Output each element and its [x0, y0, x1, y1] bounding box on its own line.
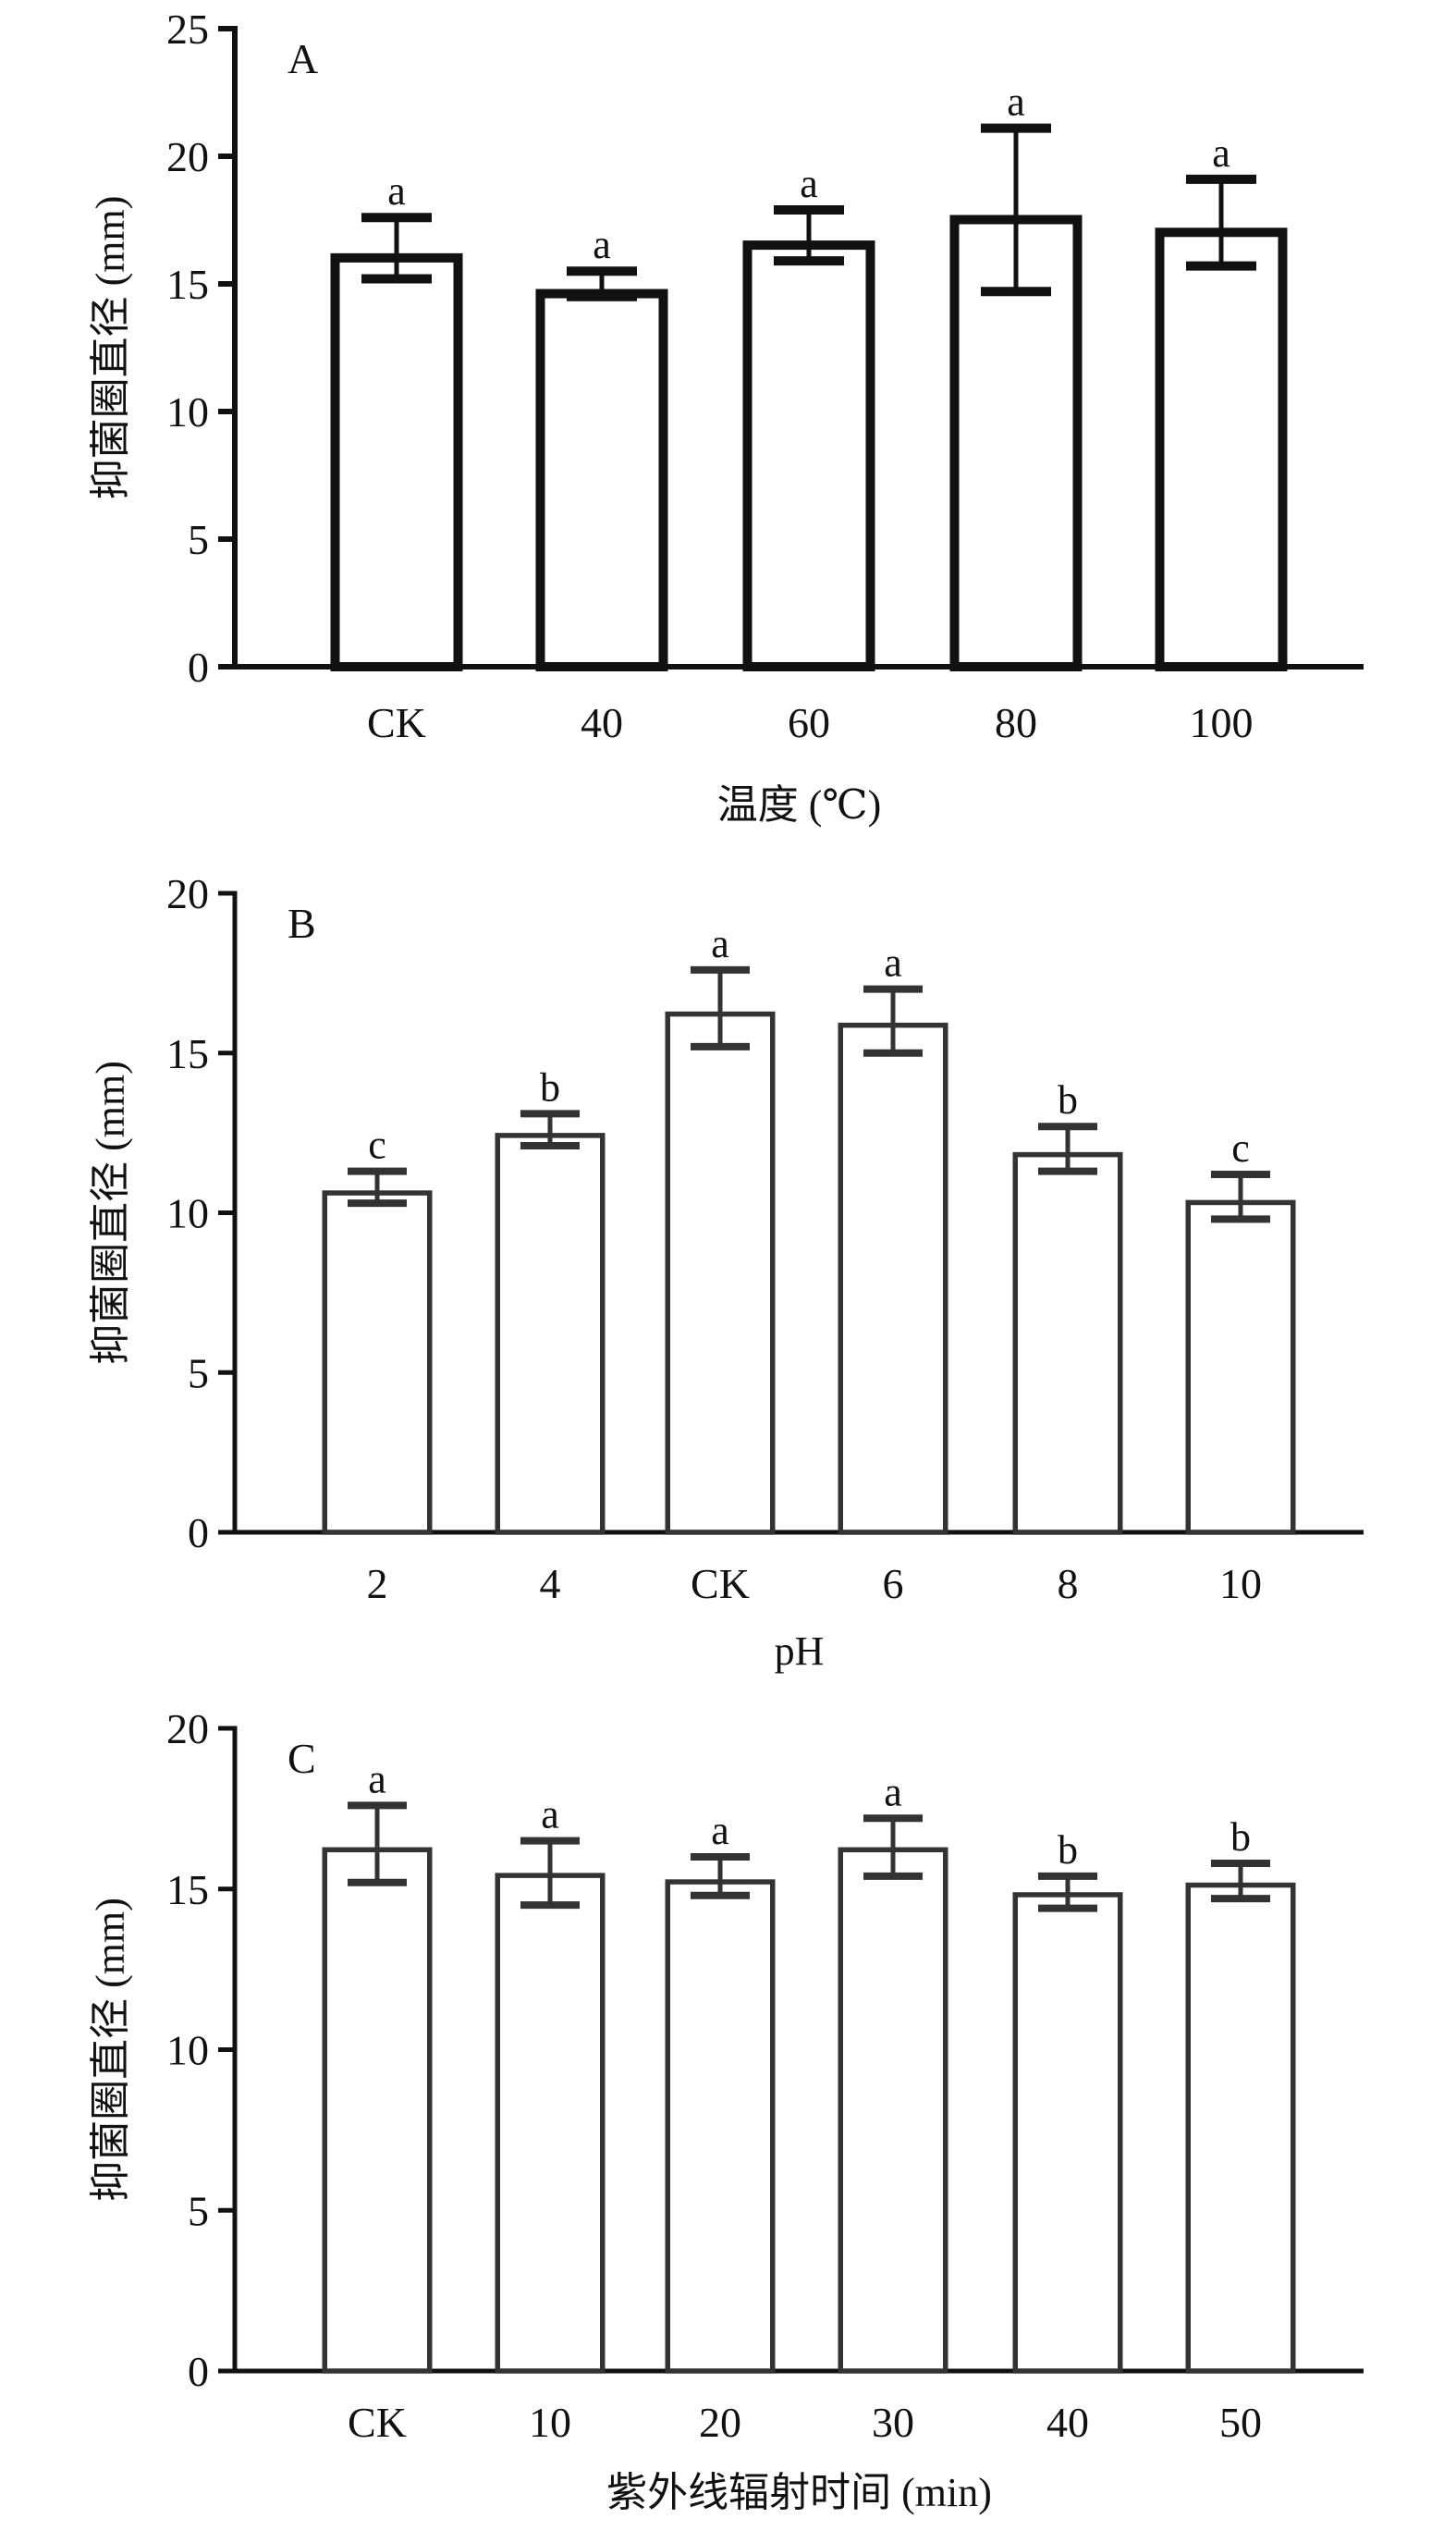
y-tick-label: 15 — [166, 261, 209, 308]
panel-b: 0 5 10 15 20 B 抑菌圈直径 (mm) pH c 2 b 4 a CK a 6 b 8 c 10 — [88, 870, 1364, 1674]
y-tick-label: 25 — [166, 6, 209, 53]
y-tick-label: 0 — [188, 1509, 209, 1556]
bar — [1185, 1882, 1296, 2374]
x-tick-label: 60 — [788, 699, 830, 746]
significance-label: b — [1230, 1814, 1251, 1860]
significance-label: a — [1212, 130, 1230, 176]
y-axis-label: 抑菌圈直径 (mm) — [88, 1898, 133, 2202]
x-tick-label: 2 — [367, 1560, 388, 1607]
bar — [742, 240, 875, 671]
y-tick-label: 5 — [188, 2187, 209, 2234]
y-axis-label: 抑菌圈直径 (mm) — [88, 196, 133, 500]
bar — [665, 1879, 776, 2374]
significance-label: a — [541, 1792, 559, 1837]
x-tick-label: CK — [691, 1560, 750, 1607]
x-tick-label: CK — [367, 699, 426, 746]
y-axis-label: 抑菌圈直径 (mm) — [88, 1061, 133, 1365]
y-tick-label: 10 — [166, 2027, 209, 2074]
panel-label: C — [288, 1735, 316, 1782]
x-tick-label: 10 — [1219, 1560, 1262, 1607]
bar — [330, 252, 463, 671]
x-tick-label: 40 — [1046, 2399, 1089, 2446]
x-tick-label: 30 — [872, 2399, 914, 2446]
y-tick-label: 15 — [166, 1030, 209, 1077]
significance-label: a — [800, 161, 818, 206]
significance-label: b — [1058, 1077, 1078, 1123]
y-tick-label: 5 — [188, 1349, 209, 1396]
significance-label: a — [1007, 80, 1025, 125]
y-tick-label: 0 — [188, 644, 209, 691]
bar — [838, 1022, 948, 1535]
bar — [838, 1847, 948, 2374]
x-tick-label: 40 — [581, 699, 623, 746]
y-tick-label: 20 — [166, 133, 209, 180]
x-tick-label: 4 — [540, 1560, 561, 1607]
x-axis-label: 温度 (℃) — [717, 782, 882, 828]
y-tick-label: 20 — [166, 870, 209, 917]
y-tick-label: 20 — [166, 1705, 209, 1752]
significance-label: a — [884, 940, 902, 986]
bar — [1185, 1199, 1296, 1535]
panel-label: B — [288, 900, 316, 947]
panel-label: A — [288, 35, 318, 82]
bar — [495, 1133, 606, 1535]
y-tick-label: 10 — [166, 388, 209, 436]
significance-label: a — [711, 921, 729, 966]
x-tick-label: 10 — [529, 2399, 571, 2446]
x-tick-label: 8 — [1058, 1560, 1079, 1607]
significance-label: c — [368, 1123, 386, 1168]
y-tick-label: 15 — [166, 1866, 209, 1913]
significance-label: b — [1058, 1827, 1078, 1873]
significance-label: a — [711, 1808, 729, 1853]
y-tick-label: 0 — [188, 2348, 209, 2395]
x-tick-label: 80 — [995, 699, 1037, 746]
x-axis-label: pH — [775, 1628, 825, 1674]
panel-a: 0 5 10 15 20 25 A 抑菌圈直径 (mm) 温度 (℃) a CK a 40 a 60 a 80 a… — [88, 6, 1364, 828]
bar — [1012, 1151, 1123, 1535]
bar — [322, 1847, 433, 2374]
significance-label: b — [540, 1064, 560, 1110]
bar — [665, 1011, 776, 1535]
x-tick-label: 50 — [1219, 2399, 1262, 2446]
y-tick-label: 5 — [188, 516, 209, 563]
bar — [495, 1873, 606, 2374]
x-axis-label: 紫外线辐射时间 (min) — [606, 2470, 992, 2515]
panel-c: 0 5 10 15 20 C 抑菌圈直径 (mm) 紫外线辐射时间 (min) a CK a 10 a 2… — [88, 1705, 1364, 2515]
bar — [1012, 1892, 1123, 2374]
significance-label: a — [884, 1769, 902, 1814]
significance-label: c — [1231, 1125, 1250, 1171]
bar — [322, 1190, 433, 1535]
x-tick-label: CK — [348, 2399, 407, 2446]
y-tick-label: 10 — [166, 1190, 209, 1237]
bar — [535, 289, 668, 671]
x-tick-label: 20 — [699, 2399, 741, 2446]
significance-label: a — [368, 1756, 386, 1801]
bar — [1155, 227, 1288, 671]
significance-label: a — [593, 222, 611, 267]
x-tick-label: 6 — [883, 1560, 904, 1607]
significance-label: a — [387, 168, 406, 214]
x-tick-label: 100 — [1190, 699, 1254, 746]
